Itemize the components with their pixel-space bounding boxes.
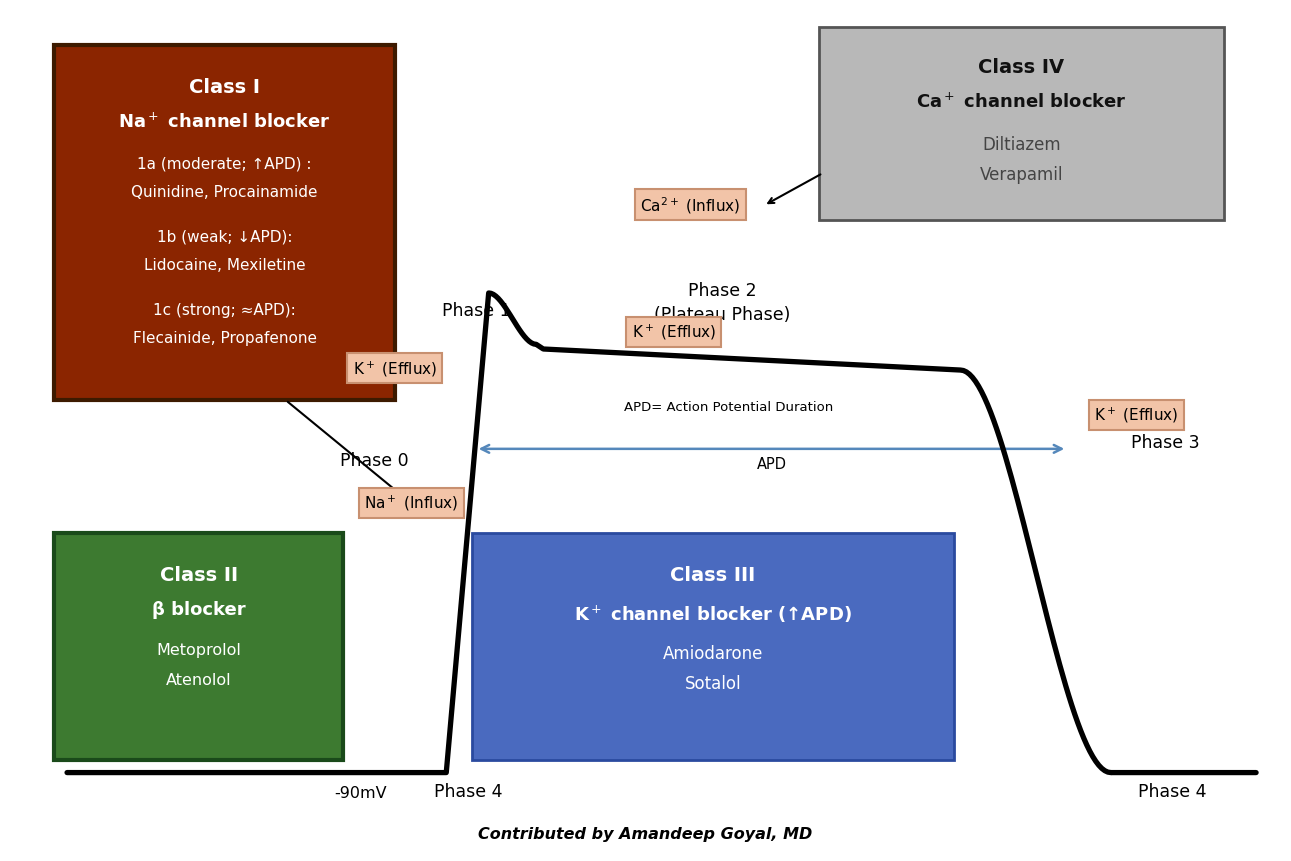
FancyBboxPatch shape [54, 533, 343, 760]
Text: APD= Action Potential Duration: APD= Action Potential Duration [625, 400, 834, 413]
Text: Metoprolol: Metoprolol [156, 642, 241, 658]
Text: K$^+$ channel blocker (↑APD): K$^+$ channel blocker (↑APD) [574, 604, 852, 624]
Text: Quinidine, Procainamide: Quinidine, Procainamide [132, 185, 318, 200]
Text: K$^+$ (Efflux): K$^+$ (Efflux) [631, 323, 717, 342]
FancyBboxPatch shape [54, 46, 395, 400]
Text: Class III: Class III [670, 566, 755, 585]
Text: Diltiazem: Diltiazem [982, 135, 1061, 153]
Text: Class II: Class II [160, 566, 238, 585]
Text: -90mV: -90mV [334, 785, 386, 800]
Text: 1b (weak; ↓APD):: 1b (weak; ↓APD): [156, 230, 292, 245]
FancyBboxPatch shape [818, 28, 1224, 221]
Text: β blocker: β blocker [152, 600, 245, 618]
Text: Atenolol: Atenolol [167, 672, 231, 688]
Text: Phase 0: Phase 0 [341, 451, 409, 469]
Text: Verapamil: Verapamil [980, 165, 1064, 183]
Text: APD: APD [757, 456, 786, 471]
Text: 1c (strong; ≈APD):: 1c (strong; ≈APD): [154, 302, 296, 317]
Text: Amiodarone: Amiodarone [662, 644, 763, 662]
Text: Class I: Class I [188, 78, 259, 97]
Text: Sotalol: Sotalol [684, 674, 741, 692]
Text: Phase 4: Phase 4 [434, 782, 502, 800]
Text: Phase 1: Phase 1 [442, 301, 510, 319]
Text: Na$^+$ channel blocker: Na$^+$ channel blocker [119, 112, 330, 132]
Text: 1a (moderate; ↑APD) :: 1a (moderate; ↑APD) : [137, 157, 311, 171]
Text: Phase 3: Phase 3 [1131, 434, 1201, 452]
Text: Na$^+$ (Influx): Na$^+$ (Influx) [364, 493, 458, 513]
Text: Class IV: Class IV [979, 59, 1065, 77]
Text: K$^+$ (Efflux): K$^+$ (Efflux) [352, 359, 438, 379]
Text: Phase 4: Phase 4 [1139, 782, 1207, 800]
FancyBboxPatch shape [473, 533, 954, 760]
Text: Lidocaine, Mexiletine: Lidocaine, Mexiletine [143, 257, 306, 273]
Text: Ca$^{2+}$ (Influx): Ca$^{2+}$ (Influx) [640, 195, 741, 216]
Text: Flecainide, Propafenone: Flecainide, Propafenone [133, 331, 316, 345]
Text: K$^+$ (Efflux): K$^+$ (Efflux) [1095, 406, 1179, 424]
Text: Ca$^+$ channel blocker: Ca$^+$ channel blocker [917, 93, 1127, 112]
Text: Phase 2
(Plateau Phase): Phase 2 (Plateau Phase) [655, 282, 791, 324]
Text: Contributed by Amandeep Goyal, MD: Contributed by Amandeep Goyal, MD [479, 827, 812, 841]
